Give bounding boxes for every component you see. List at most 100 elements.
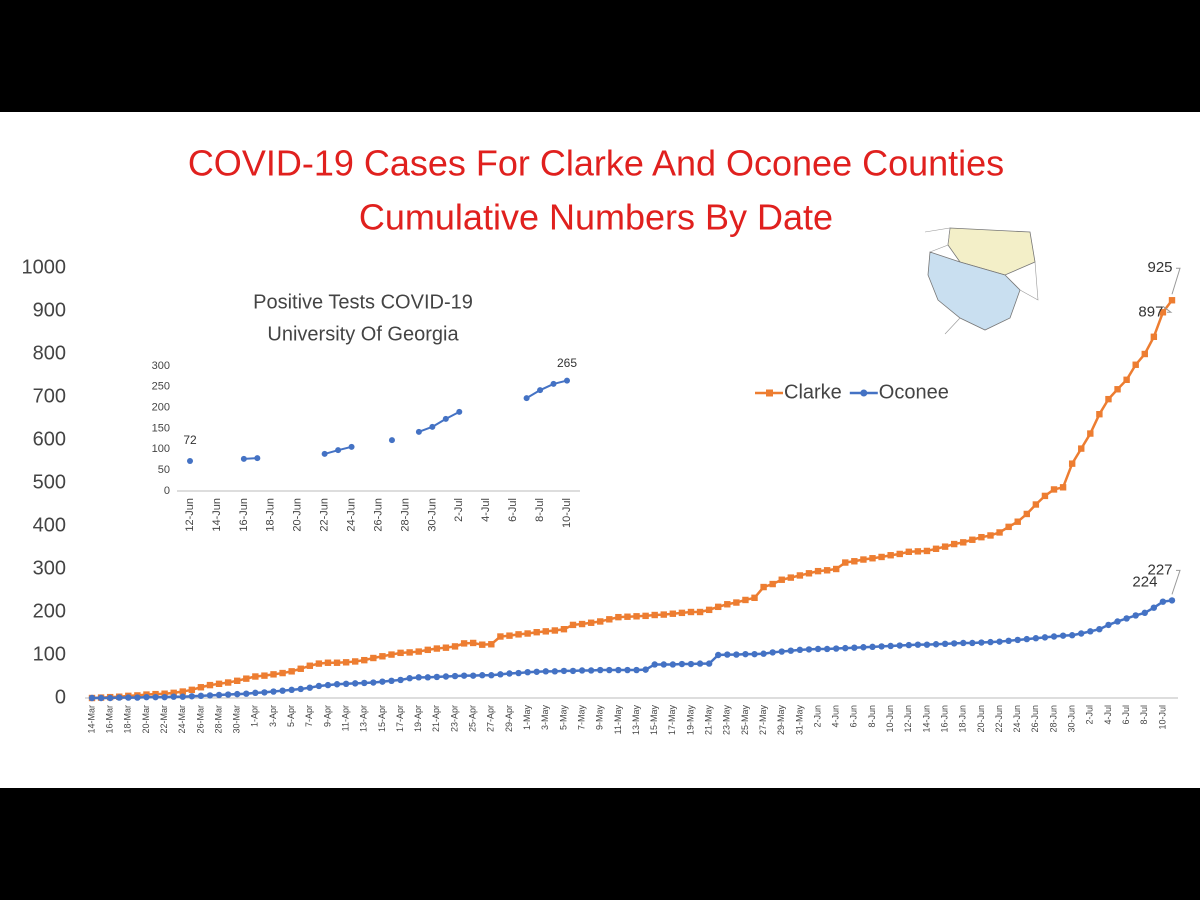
point-marker [279,669,286,677]
x-tick-label: 8-Jun [867,705,877,728]
x-tick-label: 24-Jun [1012,705,1022,733]
point-marker [560,626,568,633]
point-marker [733,651,740,658]
point-marker [488,641,495,648]
point-marker [1078,445,1085,452]
x-tick-label: 22-Mar [159,705,169,734]
point-marker [497,671,504,678]
point-marker [660,661,667,668]
top-bar [0,0,1200,112]
x-tick-label: 23-Apr [449,705,459,732]
point-marker [578,620,586,628]
point-marker [896,642,903,649]
point-marker [705,660,713,667]
point-marker [335,447,342,454]
point-marker [515,631,522,638]
point-marker [456,408,463,415]
data-label: 897 [1138,303,1163,320]
point-marker [524,669,531,676]
x-tick-label: 11-Apr [340,705,350,731]
point-marker [488,672,495,679]
x-tick-label: 7-May [576,705,586,731]
point-marker [860,556,867,563]
point-marker [551,627,559,634]
x-tick-label: 29-May [776,705,786,736]
point-marker [379,653,386,660]
point-marker [796,646,804,654]
point-marker [324,681,332,689]
point-marker [479,672,486,679]
point-marker [678,609,686,617]
point-marker [569,667,577,675]
point-marker [415,428,422,435]
point-marker [724,651,731,658]
point-marker [297,685,304,693]
point-marker [769,580,776,588]
inset-subtitle: University Of Georgia [267,323,459,345]
y-tick-label: 800 [33,342,66,364]
point-marker [814,567,822,575]
point-marker [564,377,570,384]
x-tick-label: 3-Apr [268,705,278,727]
point-marker [188,686,196,694]
x-tick-label: 13-May [631,705,641,736]
x-tick-label: 14-Mar [86,705,96,734]
point-marker [537,387,544,394]
point-marker [1068,632,1076,639]
x-tick-label: 8-Jul [1139,705,1149,725]
point-marker [869,643,876,651]
point-marker [887,552,894,559]
point-marker [252,689,259,697]
point-marker [769,649,776,656]
point-marker [778,576,785,583]
point-marker [1132,612,1139,619]
y-tick-label: 50 [158,464,170,476]
point-marker [243,675,250,682]
x-tick-label: 24-Jun [345,498,357,532]
point-marker [388,437,395,444]
x-tick-label: 1-Apr [250,705,260,727]
point-marker [1050,633,1058,640]
point-marker [578,667,586,674]
point-marker [1141,609,1148,617]
point-marker [533,629,540,636]
x-tick-label: 17-May [667,705,677,736]
point-marker [742,596,749,604]
x-tick-label: 25-May [740,705,750,736]
x-tick-label: 2-Jun [812,705,822,728]
point-marker [687,660,695,668]
x-tick-label: 18-Jun [265,498,277,532]
point-marker [97,694,105,702]
point-marker [1023,510,1030,518]
point-marker [469,672,477,679]
x-tick-label: 16-Jun [939,705,949,733]
point-marker [878,643,885,650]
point-marker [469,639,477,647]
x-tick-label: 26-Mar [195,705,205,734]
point-marker [941,640,949,648]
point-marker [524,630,531,637]
point-marker [451,643,459,650]
x-tick-label: 25-Apr [468,705,478,732]
point-marker [1005,637,1012,645]
y-tick-label: 300 [33,557,66,579]
point-marker [1096,411,1103,418]
x-tick-label: 31-May [794,705,804,736]
point-marker [914,548,922,555]
x-tick-label: 24-Mar [177,705,187,734]
point-marker [288,668,295,675]
x-tick-label: 6-Jul [1121,705,1131,725]
point-marker [1159,309,1167,316]
point-marker [1014,636,1021,644]
x-tick-label: 5-May [558,705,568,731]
point-marker [1159,598,1167,605]
x-tick-label: 30-Mar [232,705,242,734]
point-marker [161,690,168,697]
y-tick-label: 900 [33,299,66,321]
point-marker [1032,635,1040,642]
point-marker [125,694,132,701]
x-tick-label: 15-May [649,705,659,736]
point-marker [887,642,894,650]
point-marker [179,693,186,700]
point-marker [960,539,967,546]
